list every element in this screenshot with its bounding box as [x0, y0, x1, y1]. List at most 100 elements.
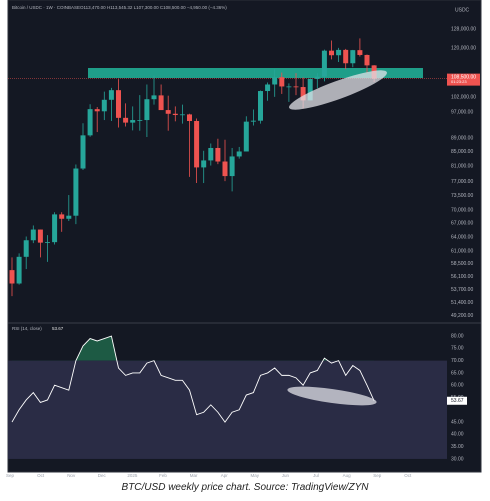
candle-body [116, 90, 121, 118]
y-tick-label: 65.00 [451, 370, 464, 376]
candle-body [130, 120, 136, 123]
y-tick-label: 53,700.00 [451, 287, 473, 293]
y-tick-label: 128,000.00 [451, 26, 476, 32]
candle-body [336, 49, 342, 56]
x-tick-label: Apr [221, 473, 229, 478]
candle-body [187, 114, 192, 122]
candle-body [194, 121, 200, 168]
y-tick-label: 81,000.00 [451, 164, 473, 170]
candle-body [300, 87, 306, 101]
y-tick-label: 102,000.00 [451, 94, 476, 100]
x-tick-label: Oct [37, 473, 45, 478]
candle-body [30, 229, 36, 241]
x-tick-label: May [251, 473, 260, 478]
rsi-line [11, 335, 375, 423]
candle-body [37, 229, 43, 243]
rsi-title: RSI (14, close) [12, 326, 42, 331]
y-tick-label: 80.00 [451, 333, 464, 339]
candle-body [108, 90, 114, 100]
candle-body [179, 114, 185, 116]
y-tick-label: 35.00 [451, 444, 464, 450]
candle-body [165, 110, 171, 114]
x-tick-label: Dec [98, 473, 107, 478]
candle-body [258, 91, 263, 121]
candle-body [94, 109, 100, 112]
candle-body [123, 117, 129, 123]
y-tick-label: 40.00 [451, 432, 464, 438]
y-tick-label: 60.00 [451, 383, 464, 389]
y-tick-label: 75.00 [451, 346, 464, 352]
x-tick-label: 2025 [127, 473, 138, 478]
highlight-ellipse [289, 70, 387, 110]
candle-body [158, 95, 164, 111]
candle-body [265, 84, 271, 92]
rsi-value: 53.67 [52, 326, 64, 331]
rsi-band [8, 360, 447, 459]
candle-body [172, 113, 178, 116]
candle-body [229, 156, 235, 177]
y-tick-label: 70,000.00 [451, 207, 473, 213]
candle-body [144, 99, 150, 121]
x-tick-label: Sep [6, 473, 15, 478]
highlight-ellipse [287, 386, 377, 406]
candle-body [59, 214, 65, 219]
candle-body [250, 120, 256, 122]
candle-body [236, 151, 242, 157]
ohlc-text: O113,470.00 H113,545.32 L107,300.00 C108… [80, 5, 227, 10]
candle-body [350, 50, 356, 64]
x-tick-label: Sep [373, 473, 382, 478]
candle-body [201, 160, 207, 168]
x-tick-label: Jun [282, 473, 290, 478]
x-tick-label: Jul [313, 473, 319, 478]
chart-title: Bitcoin / USDC · 1W · COINBASE [12, 5, 80, 10]
candle-body [222, 161, 228, 177]
candle-body [208, 147, 214, 161]
candle-body [52, 214, 58, 243]
candle-body [101, 99, 107, 112]
rsi-tag [447, 396, 467, 405]
candle-body [321, 50, 327, 77]
candle-body [137, 120, 143, 121]
candle-body [314, 76, 320, 79]
last-price-tag [447, 73, 480, 86]
currency: USDC [455, 7, 470, 13]
candle-body [73, 168, 79, 216]
candle-body [151, 95, 157, 100]
y-tick-label: 77,000.00 [451, 179, 473, 185]
y-tick-label: 70.00 [451, 358, 464, 364]
x-tick-label: Oct [404, 473, 412, 478]
y-tick-label: 97,000.00 [451, 110, 473, 116]
candle-body [329, 50, 334, 56]
candle-body [286, 86, 292, 88]
candle-body [357, 50, 363, 55]
candle-body [23, 240, 29, 257]
y-tick-label: 51,400.00 [451, 300, 473, 306]
candle-body [293, 86, 299, 88]
y-tick-label: 85,000.00 [451, 149, 473, 155]
candle-body [243, 121, 249, 152]
x-tick-label: Feb [159, 473, 167, 478]
y-tick-label: 120,000.00 [451, 46, 476, 52]
x-tick-label: Aug [343, 473, 352, 478]
resistance-zone [88, 68, 423, 78]
candle-body [343, 49, 349, 64]
candle-body [279, 77, 285, 87]
y-tick-label: 67,000.00 [451, 221, 473, 227]
candle-body [66, 215, 72, 219]
candle-body [9, 270, 15, 284]
candle-body [16, 256, 22, 284]
y-tick-label: 30.00 [451, 456, 464, 462]
candle-body [45, 242, 50, 243]
candle-body [272, 77, 278, 85]
last-price-label: 108,500.00 [451, 74, 476, 80]
rsi-tag-label: 53.67 [451, 398, 464, 404]
chart: Bitcoin / USDC · 1W · COINBASE O113,470.… [6, 0, 482, 478]
candle-body [87, 109, 93, 136]
x-tick-label: Mar [190, 473, 198, 478]
candle-body [80, 135, 86, 169]
y-tick-label: 45.00 [451, 419, 464, 425]
y-tick-label: 89,000.00 [451, 135, 473, 141]
y-tick-label: 56,100.00 [451, 274, 473, 280]
y-tick-label: 64,000.00 [451, 234, 473, 240]
